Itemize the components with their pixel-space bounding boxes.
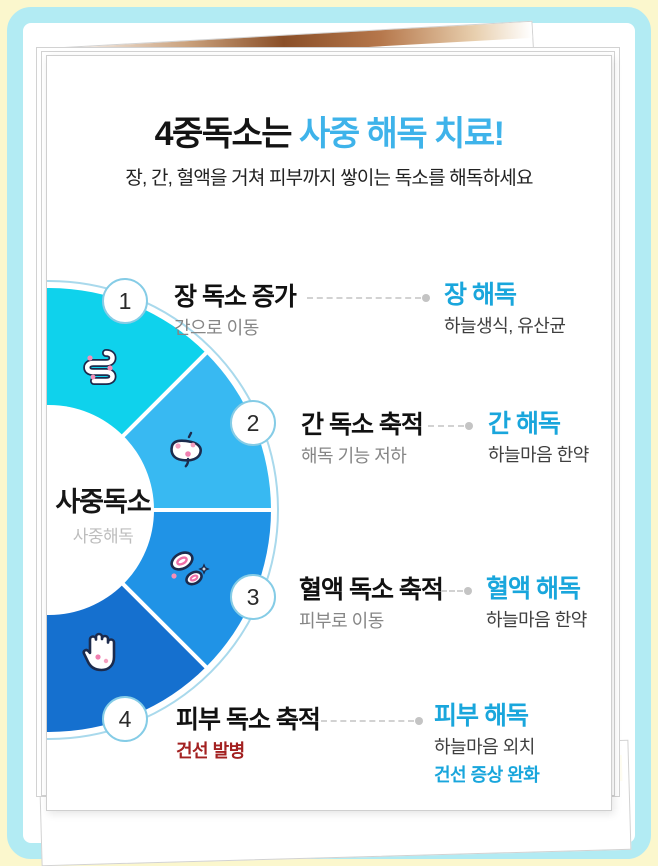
- wheel-center-sub: 사중해독: [72, 527, 134, 546]
- connector-dash-3: [441, 587, 472, 595]
- detox-sub: 하늘마음 한약: [488, 445, 589, 465]
- step-sub: 해독 기능 저하: [301, 446, 407, 466]
- detox-title: 간 해독: [488, 410, 561, 438]
- step-2-label: 간 독소 축적 해독 기능 저하: [301, 410, 424, 469]
- step-sub: 간으로 이동: [174, 318, 259, 338]
- step-4-detox: 피부 해독 하늘마음 외치 건선 증상 완화: [434, 701, 540, 788]
- hand-icon: [76, 627, 124, 675]
- page-title: 4중독소는 사중 해독 치료!: [47, 106, 611, 155]
- step-number-2: 2: [230, 400, 276, 446]
- blood-cells-icon: [163, 545, 211, 593]
- intestine-icon: [76, 345, 124, 393]
- liver-icon: [163, 427, 211, 475]
- page-title-blue: 사중 해독 치료!: [291, 115, 505, 153]
- detox-title: 피부 해독: [434, 702, 529, 730]
- detox-sub: 하늘생식, 유산균: [444, 316, 566, 336]
- connector-dash-1: [307, 294, 430, 302]
- step-1-label: 장 독소 증가 간으로 이동: [174, 282, 297, 341]
- step-3-detox: 혈액 해독 하늘마음 한약: [486, 574, 587, 633]
- detox-title: 혈액 해독: [486, 575, 581, 603]
- infographic-card: 4중독소는 사중 해독 치료! 장, 간, 혈액을 거쳐 피부까지 쌓이는 독소…: [46, 55, 612, 811]
- step-4-label: 피부 독소 축적 건선 발병: [176, 705, 321, 764]
- step-title: 장 독소 증가: [174, 283, 297, 311]
- step-sub: 건선 발병: [176, 741, 245, 761]
- page-title-dark: 4중독소는: [154, 115, 293, 153]
- step-title: 간 독소 축적: [301, 411, 424, 439]
- step-number-4: 4: [102, 696, 148, 742]
- step-number-3: 3: [230, 574, 276, 620]
- step-sub: 피부로 이동: [299, 611, 384, 631]
- detox-sub: 하늘마음 외치: [434, 737, 535, 757]
- detox-title: 장 해독: [444, 281, 517, 309]
- wheel-center-label: 사중독소 사중해독: [47, 480, 159, 547]
- step-2-detox: 간 해독 하늘마음 한약: [488, 409, 589, 468]
- connector-dash-4: [321, 717, 423, 725]
- step-1-detox: 장 해독 하늘생식, 유산균: [444, 280, 566, 339]
- step-3-label: 혈액 독소 축적 피부로 이동: [299, 575, 444, 634]
- detox-sub: 하늘마음 한약: [486, 610, 587, 630]
- step-title: 피부 독소 축적: [176, 706, 321, 734]
- wheel-divider: [49, 508, 275, 512]
- step-title: 혈액 독소 축적: [299, 576, 444, 604]
- detox-sub-2: 건선 증상 완화: [434, 765, 540, 785]
- page-subtitle: 장, 간, 혈액을 거쳐 피부까지 쌓이는 독소를 해독하세요: [125, 168, 533, 189]
- step-number-1: 1: [102, 278, 148, 324]
- connector-dash-2: [428, 422, 473, 430]
- wheel-center-title: 사중독소: [55, 487, 151, 517]
